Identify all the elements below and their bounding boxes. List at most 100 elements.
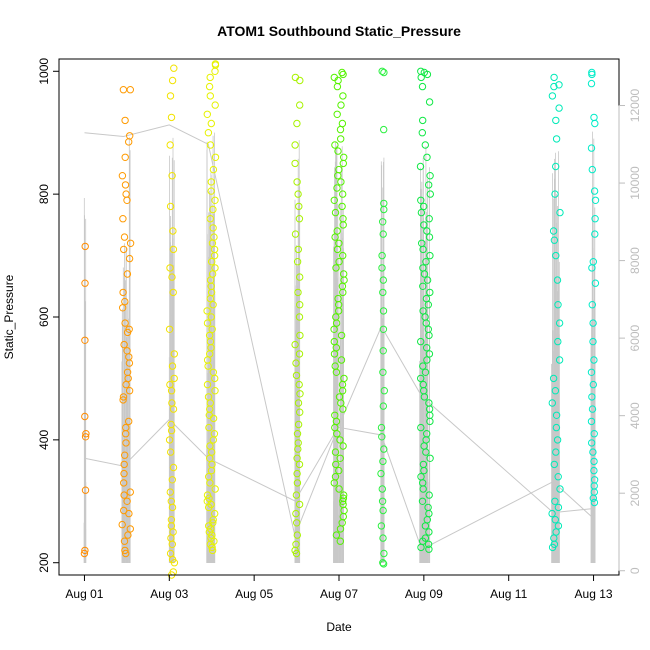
data-point (293, 531, 301, 539)
data-point (81, 336, 89, 344)
data-point (587, 144, 596, 152)
data-point (81, 242, 89, 251)
data-point (587, 79, 596, 88)
data-point (332, 531, 341, 539)
data-point (291, 230, 300, 238)
data-point (338, 202, 346, 211)
data-point (335, 466, 343, 475)
data-point (209, 519, 217, 527)
data-point (417, 423, 425, 432)
data-point (377, 522, 386, 530)
data-point (293, 430, 302, 438)
data-point (335, 258, 343, 266)
data-point (166, 380, 174, 389)
data-point (81, 546, 89, 555)
data-point (293, 519, 301, 527)
data-point (417, 208, 426, 217)
data-point (425, 491, 433, 499)
data-point (424, 540, 433, 548)
data-point (167, 420, 175, 429)
data-point (550, 236, 559, 244)
data-point (81, 486, 90, 494)
data-point (292, 540, 300, 548)
data-point (553, 436, 562, 444)
data-point (550, 82, 558, 91)
data-point (295, 215, 304, 223)
data-point (551, 516, 559, 524)
data-point (423, 356, 431, 364)
data-point (339, 215, 347, 223)
data-point (209, 205, 217, 214)
data-point (206, 442, 214, 450)
data-point (207, 178, 216, 186)
data-point (379, 325, 388, 333)
data-point (425, 233, 434, 241)
data-point (419, 307, 427, 315)
data-point (118, 172, 127, 180)
data-point (125, 417, 133, 426)
data-point (294, 288, 302, 297)
x-tick-label: Aug 01 (65, 587, 103, 601)
data-point (211, 60, 220, 68)
data-point (550, 73, 558, 82)
data-point (378, 497, 387, 505)
data-point (211, 153, 220, 162)
data-point (554, 503, 563, 512)
data-point (417, 473, 425, 481)
data-point (169, 463, 178, 472)
data-point (80, 549, 89, 558)
data-point (331, 208, 340, 217)
data-point (204, 393, 213, 401)
data-point (379, 457, 387, 466)
data-point (420, 221, 428, 229)
data-point (166, 141, 174, 149)
data-point (119, 396, 127, 404)
data-point (426, 288, 434, 297)
y2-tick-label: 0 (628, 567, 642, 574)
x-tick-label: Aug 09 (405, 587, 443, 601)
data-point (331, 473, 340, 481)
data-point (589, 319, 597, 327)
data-point (379, 230, 387, 238)
data-point (426, 172, 434, 180)
x-tick-label: Aug 07 (320, 587, 358, 601)
data-point (120, 245, 128, 254)
data-point (419, 282, 427, 290)
data-point (423, 227, 431, 235)
data-point (209, 301, 217, 309)
data-point (211, 264, 219, 272)
y2-axis: 0 2000 4000 6000 8000 10000 12000 (618, 89, 642, 574)
data-point (421, 534, 430, 542)
y2-tick-label: 2000 (628, 480, 642, 507)
data-point (125, 254, 134, 263)
data-point (426, 251, 434, 260)
data-point (330, 196, 338, 205)
data-point (551, 497, 559, 505)
data-point (417, 67, 425, 76)
data-point (419, 380, 427, 389)
data-point (338, 68, 346, 77)
data-point (291, 73, 300, 82)
chart-title: ATOM1 Southbound Static_Pressure (217, 23, 461, 39)
x-tick-label: Aug 05 (235, 587, 273, 601)
data-point (209, 224, 217, 232)
data-point (377, 423, 386, 432)
data-point (554, 473, 562, 481)
data-point (588, 301, 596, 309)
data-point (295, 380, 303, 389)
data-point (590, 457, 598, 466)
data-point (588, 165, 596, 174)
data-point (424, 503, 432, 512)
data-point (208, 546, 217, 555)
data-point (295, 350, 304, 358)
data-point (590, 476, 599, 484)
data-point (590, 466, 598, 475)
data-point (166, 202, 175, 211)
data-point (334, 294, 342, 303)
data-point (170, 350, 179, 358)
data-point (426, 190, 434, 198)
data-point (551, 190, 559, 198)
data-point (379, 347, 387, 355)
data-point (331, 362, 339, 370)
